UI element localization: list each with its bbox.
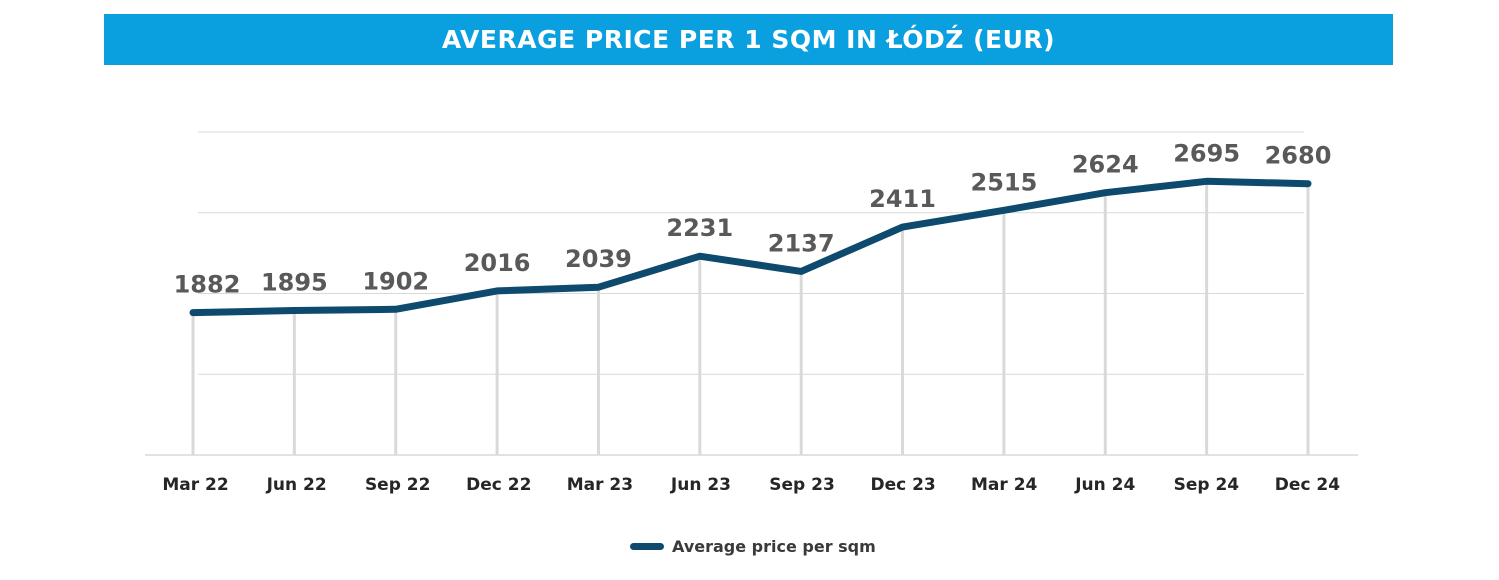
series-layer [189, 177, 1312, 317]
legend-label-average-price: Average price per sqm [672, 536, 876, 556]
x-tick-label: Sep 24 [1174, 475, 1240, 495]
x-tick-label: Jun 23 [670, 475, 731, 495]
x-axis-tick-labels: Mar 22 Jun 22 Sep 22 Dec 22 Mar 23 Jun 23 Sep … [162, 475, 1340, 495]
data-label: 2695 [1173, 139, 1240, 167]
x-tick-label: Mar 22 [162, 475, 228, 495]
x-tick-label: Sep 22 [365, 475, 431, 495]
data-label: 2680 [1265, 142, 1332, 170]
drop-lines [191, 181, 1310, 455]
series-line-average-price [189, 177, 1312, 317]
data-label: 2411 [869, 185, 936, 213]
data-label: 1902 [362, 267, 429, 295]
chart-title-banner: AVERAGE PRICE PER 1 SQM IN ŁÓDŹ (EUR) [104, 14, 1393, 65]
legend: Average price per sqm [630, 534, 876, 558]
data-labels: 1882 1895 1902 2016 2039 2231 2137 2411 2515 2624… [174, 139, 1332, 298]
x-tick-label: Sep 23 [769, 475, 835, 495]
x-tick-label: Jun 24 [1074, 475, 1135, 495]
gridlines [145, 131, 1358, 456]
legend-swatch-average-price [630, 542, 664, 550]
x-tick-label: Dec 22 [466, 475, 531, 495]
chart-title: AVERAGE PRICE PER 1 SQM IN ŁÓDŹ (EUR) [441, 25, 1056, 54]
data-label: 2515 [971, 168, 1038, 196]
x-tick-label: Dec 24 [1275, 475, 1340, 495]
data-label: 2016 [464, 249, 531, 277]
x-tick-label: Mar 24 [971, 475, 1038, 495]
data-label: 2231 [666, 214, 733, 242]
x-tick-label: Jun 22 [266, 475, 327, 495]
data-label: 2039 [565, 245, 632, 273]
data-label: 2624 [1072, 151, 1139, 179]
x-tick-label: Mar 23 [567, 475, 633, 495]
data-label: 1895 [261, 268, 328, 296]
data-label: 2137 [768, 229, 835, 257]
data-label: 1882 [174, 271, 241, 299]
x-tick-label: Dec 23 [870, 475, 935, 495]
